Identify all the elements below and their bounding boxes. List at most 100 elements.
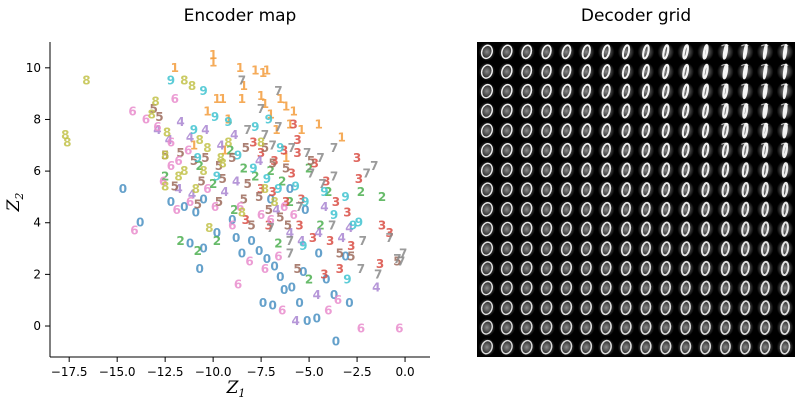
decoder-grid-cell [697,180,714,199]
encoder-point-digit-8: 8 [224,136,232,150]
encoder-point-digit-7: 7 [286,247,294,261]
decoder-grid-cell [617,239,635,258]
decoder-grid-cell [677,180,695,199]
encoder-point-digit-4: 4 [186,131,194,145]
encoder-point-digit-3: 3 [309,231,317,245]
encoder-point-digit-3: 3 [386,226,394,240]
decoder-cell-glyph [540,339,553,355]
decoder-cell-glyph [760,260,770,276]
decoder-grid-cell [697,298,714,317]
decoder-grid-cell [498,219,516,239]
encoder-point-digit-5: 5 [261,141,269,155]
decoder-cell-glyph [682,83,690,99]
decoder-grid-cell [558,239,575,258]
decoder-cell-glyph [561,201,572,217]
decoder-cell-glyph [620,320,632,335]
decoder-cell-glyph [702,103,710,119]
encoder-point-digit-1: 1 [209,56,217,70]
decoder-grid-cell [498,121,516,140]
decoder-grid-cell [498,200,516,219]
decoder-cell-glow [736,219,754,239]
decoder-grid-cell [498,298,516,317]
decoder-cell-glyph [661,103,670,119]
encoder-point-digit-5: 5 [293,262,301,276]
encoder-point-digit-0: 0 [119,182,127,196]
decoder-cell-glyph [760,319,771,335]
decoder-cell-glow [637,42,655,61]
decoder-cell-glyph [621,162,631,178]
decoder-grid-cell [617,298,635,317]
encoder-point-digit-6: 6 [171,92,179,106]
decoder-cell-glyph [480,221,493,237]
decoder-grid-cell [478,219,496,239]
encoder-point-digit-3: 3 [336,262,344,276]
encoder-point-digit-3: 3 [249,136,257,150]
decoder-grid-cell [597,279,615,298]
decoder-cell-hook [780,83,789,86]
decoder-cell-glyph [661,83,670,99]
decoder-cell-glyph [540,320,553,335]
decoder-cell-glyph [781,162,789,178]
decoder-grid-cell [538,141,555,160]
decoder-cell-glow [717,180,734,199]
decoder-grid-cell [736,62,754,81]
decoder-grid-cell [637,160,655,180]
decoder-grid-cell [756,62,774,81]
encoder-point-digit-4: 4 [286,226,294,240]
decoder-grid-cell [597,42,615,61]
decoder-grid-cell [736,200,754,219]
decoder-cell-glow [677,180,695,199]
encoder-point-digit-6: 6 [324,304,332,318]
decoder-cell-glyph [541,123,552,138]
decoder-cell-glyph [580,241,592,257]
decoder-grid-cell [736,141,754,160]
encoder-point-digit-7: 7 [370,159,378,173]
encoder-point-digit-4: 4 [230,128,238,142]
encoder-point-digit-4: 4 [232,174,240,188]
encoder-point-digit-5: 5 [240,193,248,207]
encoder-point-digit-6: 6 [142,112,150,126]
encoder-point-digit-9: 9 [301,195,309,209]
decoder-cell-glyph [500,320,513,335]
decoder-grid-cell [717,42,734,61]
encoder-point-digit-6: 6 [257,208,265,222]
decoder-cell-glow [736,101,754,120]
decoder-cell-glow [657,82,675,101]
decoder-cell-glyph [760,241,770,257]
decoder-cell-glyph [681,122,690,139]
decoder-cell-glow [756,160,774,180]
decoder-cell-glyph [741,201,750,217]
decoder-cell-glyph [541,103,552,119]
encoder-point-digit-1: 1 [251,63,259,77]
decoder-grid-cell [538,62,555,81]
decoder-cell-glyph [741,221,750,237]
decoder-cell-glyph [621,44,631,60]
encoder-point-digit-3: 3 [288,167,296,181]
decoder-grid-cell [657,42,675,61]
decoder-cell-glyph [521,83,533,99]
encoder-point-digit-3: 3 [290,118,298,132]
decoder-grid-cell [577,101,595,120]
decoder-cell-glow [617,101,635,120]
decoder-grid-cell [558,219,575,239]
decoder-cell-glow [697,42,714,61]
decoder-grid-cell [756,82,774,101]
decoder-grid-cell [637,259,655,278]
decoder-cell-glyph [480,261,493,276]
decoder-grid-cell [617,180,635,199]
decoder-cell-glyph [702,83,709,99]
decoder-grid-cell [577,298,595,317]
encoder-point-digit-9: 9 [299,239,307,253]
decoder-cell-glyph [521,103,533,119]
encoder-point-digit-7: 7 [307,167,315,181]
encoder-point-digit-0: 0 [322,273,330,287]
encoder-point-digit-2: 2 [251,169,259,183]
decoder-grid-cell [756,259,774,278]
encoder-point-digit-2: 2 [316,218,324,232]
decoder-grid-cell [637,180,655,199]
decoder-grid-cell [637,82,655,101]
decoder-grid-cell [776,121,794,140]
decoder-grid-cell [657,239,675,258]
decoder-cell-glyph [561,83,572,99]
encoder-point-digit-0: 0 [186,236,194,250]
